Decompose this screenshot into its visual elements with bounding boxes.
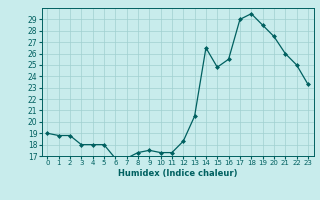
X-axis label: Humidex (Indice chaleur): Humidex (Indice chaleur) — [118, 169, 237, 178]
